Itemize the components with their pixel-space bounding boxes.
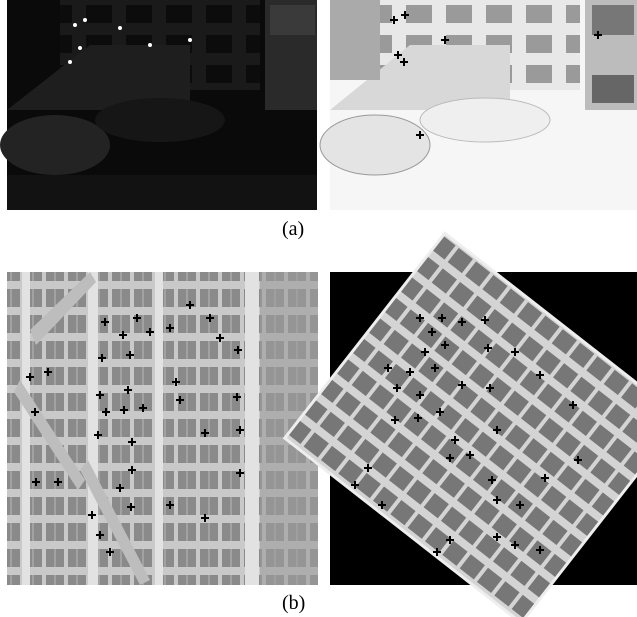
feature-cross [511,348,519,356]
feature-cross [481,316,489,324]
feature-cross [128,466,136,474]
feature-cross [441,341,449,349]
feature-cross [106,548,114,556]
feature-cross [394,51,402,59]
feature-cross [166,324,174,332]
feature-cross [201,514,209,522]
feature-cross [493,496,501,504]
feature-cross [127,503,135,511]
feature-cross [458,381,466,389]
feature-cross [493,533,501,541]
feature-cross [31,408,39,416]
feature-cross [236,426,244,434]
feature-cross [96,531,104,539]
feature-cross [119,331,127,339]
feature-cross [102,408,110,416]
feature-cross [446,454,454,462]
feature-cross [541,474,549,482]
feature-cross [414,414,422,422]
feature-cross [116,484,124,492]
feature-cross [98,354,106,362]
feature-cross [44,368,52,376]
feature-cross [124,386,132,394]
feature-cross [416,391,424,399]
feature-cross [206,314,214,322]
feature-cross [393,384,401,392]
feature-cross [594,31,602,39]
feature-cross [384,364,392,372]
feature-cross [416,314,424,322]
feature-cross [126,351,134,359]
feature-cross [201,429,209,437]
image-building [7,272,318,585]
feature-cross [101,318,109,326]
feature-cross [451,436,459,444]
feature-cross [391,416,399,424]
feature-cross [421,348,429,356]
feature-cross [94,431,102,439]
feature-cross [446,536,454,544]
feature-cross [139,404,147,412]
feature-cross [433,548,441,556]
feature-cross [351,481,359,489]
feature-cross [441,36,449,44]
feature-cross [378,501,386,509]
feature-cross [401,11,409,19]
feature-cross [486,384,494,392]
feature-cross [511,541,519,549]
feature-cross [574,456,582,464]
feature-cross [172,378,180,386]
feature-cross [466,451,474,459]
feature-cross [400,58,408,66]
feature-cross [438,314,446,322]
image-enhanced [319,0,637,210]
feature-cross [436,408,444,416]
feature-cross [54,478,62,486]
feature-cross [516,501,524,509]
image-rotated [282,231,637,617]
caption-b: (b) [282,592,306,614]
feature-cross [569,401,577,409]
feature-cross [406,368,414,376]
feature-cross [128,438,136,446]
feature-cross [216,334,224,342]
feature-cross [536,371,544,379]
feature-cross [484,344,492,352]
feature-cross [176,396,184,404]
feature-cross [364,464,372,472]
feature-cross [458,318,466,326]
feature-cross [431,364,439,372]
feature-cross [88,511,96,519]
feature-cross [166,501,174,509]
feature-cross [146,328,154,336]
feature-cross [488,476,496,484]
feature-cross [96,391,104,399]
feature-cross [493,426,501,434]
feature-cross [186,301,194,309]
feature-points [26,11,602,556]
feature-cross [233,393,241,401]
feature-cross [133,314,141,322]
feature-cross [428,328,436,336]
feature-cross [236,469,244,477]
image-night [0,0,317,210]
feature-cross [536,546,544,554]
feature-cross [390,16,398,24]
feature-cross [120,406,128,414]
feature-cross [26,373,34,381]
feature-cross [234,346,242,354]
feature-cross [416,131,424,139]
feature-cross [32,478,40,486]
caption-a: (a) [282,218,305,240]
